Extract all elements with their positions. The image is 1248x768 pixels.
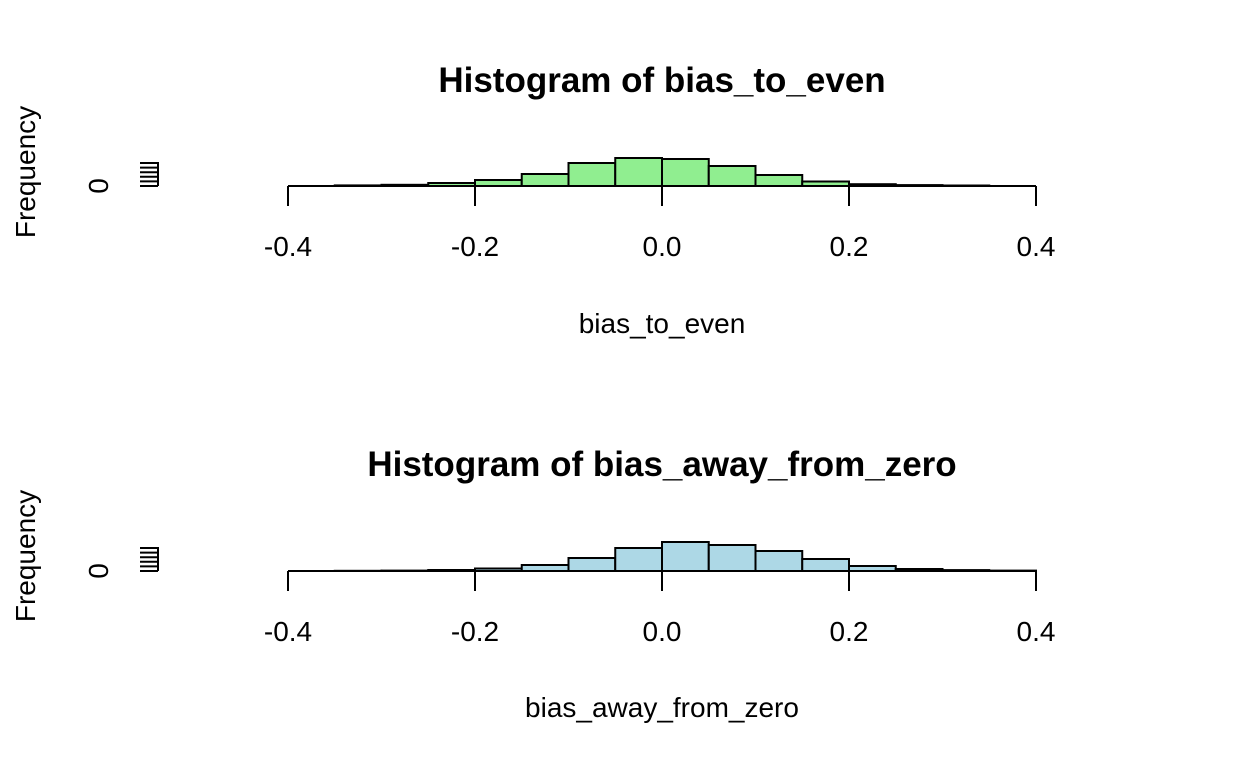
bars xyxy=(333,157,991,188)
x-axis: -0.4 -0.2 0.0 0.2 0.4 xyxy=(264,570,1056,647)
histogram-bar xyxy=(707,544,757,572)
bars xyxy=(333,541,1037,572)
x-tick-label: 0.4 xyxy=(1017,231,1056,262)
y-tick-label: 0 xyxy=(83,178,114,194)
y-tick-label: 0 xyxy=(83,563,114,579)
histogram-panel-bias-to-even: Histogram of bias_to_even Frequency bias… xyxy=(10,61,1055,339)
y-axis: 0 xyxy=(83,547,159,579)
histogram-bar xyxy=(520,173,570,187)
histogram-panel-bias-away-from-zero: Histogram of bias_away_from_zero Frequen… xyxy=(10,445,1055,723)
histogram-bar xyxy=(754,550,804,572)
histogram-bar xyxy=(661,541,710,572)
x-tick-label: -0.4 xyxy=(264,231,312,262)
chart-title: Histogram of bias_to_even xyxy=(438,61,885,100)
histogram-bar xyxy=(567,557,617,572)
histogram-bar xyxy=(614,547,663,572)
histogram-bar xyxy=(754,174,804,187)
chart-title: Histogram of bias_away_from_zero xyxy=(367,445,956,484)
x-tick-label: 0.2 xyxy=(830,616,869,647)
histogram-bar xyxy=(661,158,710,187)
histogram-bar xyxy=(567,162,617,187)
x-tick-label: -0.2 xyxy=(451,231,499,262)
x-axis-label: bias_to_even xyxy=(579,308,746,339)
histogram-bar xyxy=(707,165,757,187)
x-axis: -0.4 -0.2 0.0 0.2 0.4 xyxy=(264,185,1056,262)
x-axis-label: bias_away_from_zero xyxy=(525,692,799,723)
x-tick-label: 0.2 xyxy=(830,231,869,262)
y-axis-label: Frequency xyxy=(10,106,41,238)
y-axis: 0 xyxy=(83,162,159,194)
x-tick-label: -0.4 xyxy=(264,616,312,647)
x-tick-label: 0.0 xyxy=(643,231,682,262)
histogram-bar xyxy=(801,558,850,572)
y-axis-label: Frequency xyxy=(10,490,41,622)
x-tick-label: 0.4 xyxy=(1017,616,1056,647)
x-tick-label: -0.2 xyxy=(451,616,499,647)
histogram-bar xyxy=(614,157,663,187)
x-tick-label: 0.0 xyxy=(643,616,682,647)
